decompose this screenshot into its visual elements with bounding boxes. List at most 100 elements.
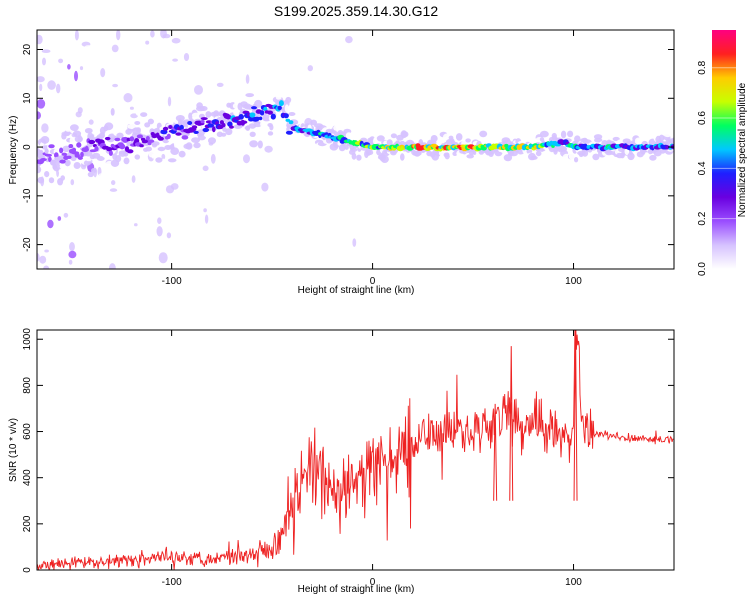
spectrogram-halo-blob — [262, 116, 271, 122]
snr-plot-area — [37, 330, 674, 570]
spectrogram-noise-blob — [105, 58, 114, 70]
spectrogram-halo-blob — [175, 115, 185, 122]
spectrogram-halo-blob — [249, 131, 256, 137]
spectrogram-noise-blob — [577, 257, 587, 262]
spectrogram-noise-blob — [55, 123, 63, 131]
spectrogram-halo-blob — [99, 132, 106, 139]
spectrogram-ridge-mark — [136, 134, 143, 139]
spectrogram-noise-blob — [279, 68, 284, 74]
figure-title: S199.2025.359.14.30.G12 — [274, 3, 438, 19]
spectrogram-halo-blob — [197, 133, 206, 141]
spectrogram-frame — [36, 29, 675, 270]
spectrogram-noise-blob — [136, 169, 146, 176]
spectrogram-halo-blob — [37, 165, 42, 174]
spectrogram-noise-blob — [51, 209, 60, 218]
spectrogram-halo-blob — [104, 163, 113, 172]
snr-x-tick-label: -100 — [162, 577, 182, 588]
spectrogram-ridge-mark — [277, 105, 282, 111]
spectrogram-noise-blob — [54, 221, 63, 230]
spectrogram-noise-blob — [164, 73, 174, 83]
spectrogram-halo-blob — [351, 136, 357, 142]
spectrogram-halo-blob — [244, 126, 250, 130]
spectrogram-noise-blob — [170, 183, 179, 190]
spectrogram-noise-blob — [44, 249, 49, 253]
spectrogram-noise-blob — [100, 68, 106, 78]
spectrogram-halo-blob — [400, 153, 405, 161]
spectrogram-halo-blob — [151, 153, 156, 159]
colorbar-tick-label: 0.6 — [697, 111, 708, 125]
spectrogram-noise-blob — [172, 58, 179, 62]
spectrogram-noise-blob — [77, 38, 84, 43]
spectrogram-ridge-mark — [157, 136, 164, 141]
spectrogram-noise-blob — [78, 57, 84, 64]
spectrogram-noise-blob — [254, 223, 260, 235]
spectrogram-y-tick-label: 20 — [22, 44, 33, 56]
spectrogram-y-label: Frequency (Hz) — [8, 116, 19, 185]
spectrogram-noise-blob — [214, 52, 223, 61]
spectrogram-ridge-mark — [175, 132, 182, 136]
spectrogram-halo-blob — [85, 157, 92, 162]
spectrogram-noise-blob — [161, 153, 166, 160]
spectrogram-ridge-mark — [263, 106, 268, 112]
spectrogram-ridge-mark — [191, 125, 198, 129]
spectrogram-ridge-mark — [179, 124, 184, 131]
spectrogram-noise-blob — [163, 234, 166, 244]
snr-panel: -100 0 100 0 200 400 600 800 1000 Height of str… — [8, 328, 675, 595]
spectrogram-halo-blob — [87, 171, 94, 178]
spectrogram-noise-blob — [204, 214, 209, 224]
spectrogram-noise-blob — [273, 245, 277, 254]
spectrogram-noise-blob — [74, 30, 79, 41]
spectrogram-halo-blob — [269, 124, 274, 131]
spectrogram-noise-blob — [352, 238, 357, 247]
spectrogram-noise-blob — [84, 179, 91, 183]
spectrogram-ridge-mark — [181, 135, 189, 140]
spectrogram-halo-blob — [560, 146, 568, 152]
spectrogram-noise-blob — [216, 82, 224, 87]
spectrogram-ridge-mark — [119, 143, 126, 150]
spectrogram-halo-blob — [380, 155, 389, 163]
spectrogram-noise-blob — [323, 72, 333, 82]
spectrogram-halo-blob — [530, 155, 538, 160]
spectrogram-halo-blob — [568, 153, 575, 160]
spectrogram-noise-blob — [219, 89, 225, 99]
spectrogram-x-tick-label: 100 — [565, 276, 582, 287]
spectrogram-halo-blob — [37, 176, 45, 184]
spectrogram-ridge-mark — [168, 125, 173, 129]
spectrogram-noise-blob — [102, 230, 111, 235]
spectrogram-ridge-mark — [52, 163, 57, 170]
spectrogram-noise-blob — [282, 263, 289, 269]
spectrogram-noise-blob — [112, 83, 118, 88]
spectrogram-noise-blob — [77, 107, 83, 114]
spectrogram-halo-blob — [96, 156, 105, 161]
spectrogram-halo-blob — [556, 126, 562, 131]
spectrogram-noise-blob — [332, 236, 336, 244]
spectrogram-noise-blob — [166, 232, 172, 239]
spectrogram-ridge-mark — [278, 100, 284, 107]
spectrogram-halo-blob — [220, 132, 227, 137]
spectrogram-halo-blob — [254, 99, 263, 108]
spectrogram-halo-blob — [170, 147, 180, 155]
spectrogram-halo-blob — [121, 166, 130, 171]
snr-y-tick-label: 400 — [22, 469, 33, 486]
spectrogram-noise-blob — [393, 160, 400, 170]
spectrogram-noise-blob — [111, 44, 119, 53]
spectrogram-noise-blob — [39, 83, 43, 92]
spectrogram-noise-blob — [43, 227, 50, 237]
spectrogram-noise-blob — [158, 252, 168, 264]
spectrogram-noise-blob — [283, 172, 287, 176]
spectrogram-y-tick-label: -20 — [22, 237, 33, 252]
spectrogram-ridge-mark — [59, 147, 64, 154]
spectrogram-ridge-mark — [160, 129, 168, 135]
spectrogram-noise-blob — [147, 233, 155, 244]
spectrogram-noise-blob — [242, 239, 246, 243]
spectrogram-halo-blob — [267, 131, 274, 136]
spectrogram-noise-blob — [272, 66, 277, 72]
spectrogram-noise-blob — [513, 193, 518, 203]
spectrogram-halo-blob — [274, 117, 279, 124]
spectrogram-noise-blob — [202, 165, 209, 172]
spectrogram-halo-blob — [48, 177, 55, 184]
spectrogram-noise-blob — [37, 34, 43, 45]
snr-x-tick-label: 100 — [565, 577, 582, 588]
colorbar-tick-label: 0.2 — [697, 211, 708, 225]
